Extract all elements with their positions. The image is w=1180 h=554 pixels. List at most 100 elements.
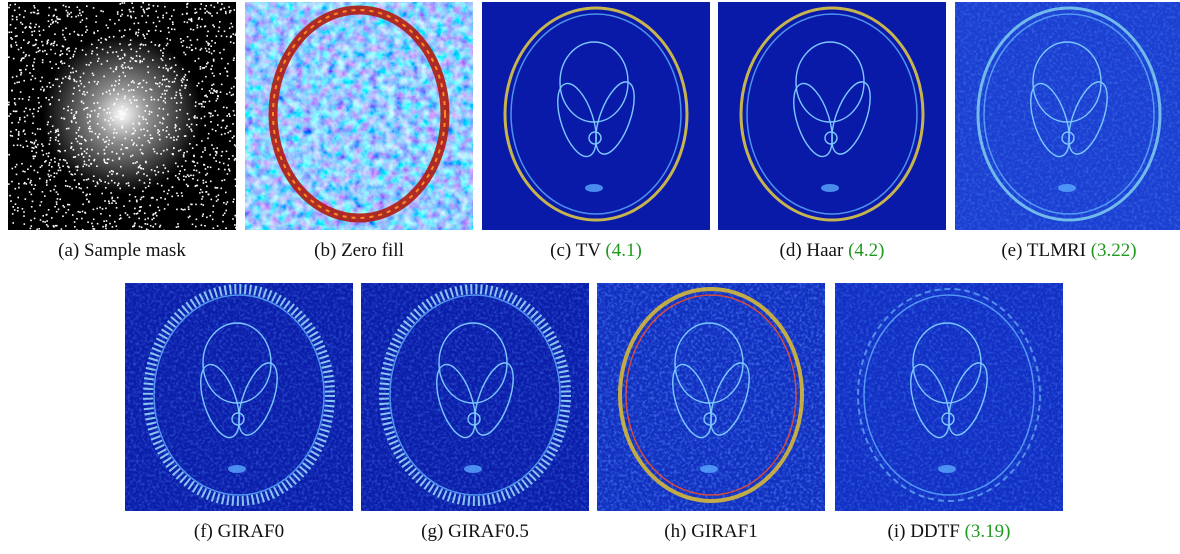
mask-sample xyxy=(50,48,52,51)
mask-sample xyxy=(227,62,229,65)
mask-sample xyxy=(187,185,189,188)
mask-sample xyxy=(225,150,228,153)
mask-sample xyxy=(232,93,234,96)
panel: (i) DDTF (3.19) xyxy=(835,283,1063,542)
mask-sample xyxy=(45,160,47,162)
mask-sample xyxy=(211,84,213,86)
mask-sample xyxy=(220,57,223,60)
mask-sample xyxy=(171,28,173,30)
mask-sample xyxy=(29,108,31,111)
mask-sample xyxy=(121,9,123,12)
mask-sample xyxy=(46,179,48,182)
mask-sample xyxy=(47,155,50,158)
mask-sample xyxy=(217,124,219,126)
mask-sample xyxy=(82,203,84,206)
caption-label: (f) xyxy=(193,521,213,542)
mask-sample xyxy=(19,69,21,71)
right-lobe xyxy=(474,362,514,436)
mask-sample xyxy=(145,228,148,230)
mask-sample xyxy=(234,185,236,187)
caption: (f) GIRAF0 xyxy=(105,521,373,543)
mask-sample xyxy=(34,77,37,80)
mask-sample xyxy=(233,114,236,116)
mask-sample xyxy=(206,216,208,219)
mask-sample xyxy=(167,203,169,206)
mask-sample xyxy=(190,28,192,30)
mask-sample xyxy=(108,202,111,205)
mask-sample xyxy=(215,91,218,94)
mask-sample xyxy=(129,10,131,13)
mask-sample xyxy=(226,125,228,127)
mask-sample xyxy=(42,145,44,147)
mask-sample xyxy=(216,97,219,100)
mask-sample xyxy=(214,150,217,153)
image-background xyxy=(482,2,710,230)
mask-sample xyxy=(86,198,88,201)
mask-sample xyxy=(206,10,208,13)
mask-sample xyxy=(51,42,53,45)
mask-sample xyxy=(156,199,158,201)
mask-sample xyxy=(14,3,16,6)
mask-sample xyxy=(57,208,60,211)
panel-image xyxy=(245,2,473,230)
mask-sample xyxy=(222,214,225,216)
mask-sample xyxy=(163,208,166,210)
mask-sample xyxy=(225,12,227,15)
mask-sample xyxy=(53,42,55,44)
mask-sample xyxy=(10,44,12,46)
mask-sample xyxy=(216,90,218,92)
mask-sample xyxy=(196,184,198,187)
mask-sample xyxy=(18,186,20,189)
mask-sample xyxy=(15,75,18,78)
mask-sample xyxy=(41,40,43,43)
inner-ring xyxy=(389,294,561,496)
mask-sample xyxy=(119,214,122,217)
mask-sample xyxy=(102,10,104,13)
mask-sample xyxy=(201,215,204,217)
mask-sample xyxy=(177,194,179,197)
outer-ring xyxy=(379,284,571,506)
mask-sample xyxy=(169,18,171,20)
mask-sample xyxy=(215,195,218,198)
mask-sample xyxy=(25,68,27,71)
caption: (e) TLMRI (3.22) xyxy=(935,240,1180,262)
mask-sample xyxy=(76,33,79,36)
mask-sample xyxy=(128,200,131,202)
mask-sample xyxy=(14,203,17,205)
mask-sample xyxy=(200,224,203,226)
mask-sample xyxy=(207,30,209,33)
mask-sample xyxy=(22,170,24,173)
mask-sample xyxy=(194,185,197,187)
mask-sample xyxy=(63,36,66,39)
mask-sample xyxy=(87,221,89,223)
mask-sample xyxy=(37,9,39,12)
mask-sample xyxy=(198,171,201,174)
right-lobe xyxy=(948,362,988,436)
mask-sample xyxy=(147,15,149,17)
mask-sample xyxy=(13,98,16,100)
mask-sample xyxy=(178,178,180,181)
mask-sample xyxy=(119,3,122,5)
mask-sample xyxy=(57,193,59,196)
mask-sample xyxy=(59,198,61,201)
mask-sample xyxy=(66,11,69,14)
mask-sample xyxy=(68,50,71,52)
mask-sample xyxy=(107,27,109,29)
mask-sample xyxy=(133,224,136,226)
mask-sample xyxy=(185,183,188,186)
panel: (h) GIRAF1 xyxy=(597,283,825,542)
mask-sample xyxy=(180,192,183,194)
mask-sample xyxy=(105,220,108,222)
mask-sample xyxy=(9,134,12,137)
mask-sample xyxy=(199,66,202,68)
mask-sample xyxy=(229,130,231,133)
mask-sample xyxy=(85,25,88,28)
mask-sample xyxy=(213,50,215,52)
mask-sample xyxy=(57,18,60,20)
inner-ring xyxy=(625,294,797,496)
mask-sample xyxy=(204,47,207,50)
mask-sample xyxy=(228,27,231,29)
mask-sample xyxy=(197,18,200,20)
mask-sample xyxy=(85,194,87,197)
mask-sample xyxy=(93,31,95,34)
